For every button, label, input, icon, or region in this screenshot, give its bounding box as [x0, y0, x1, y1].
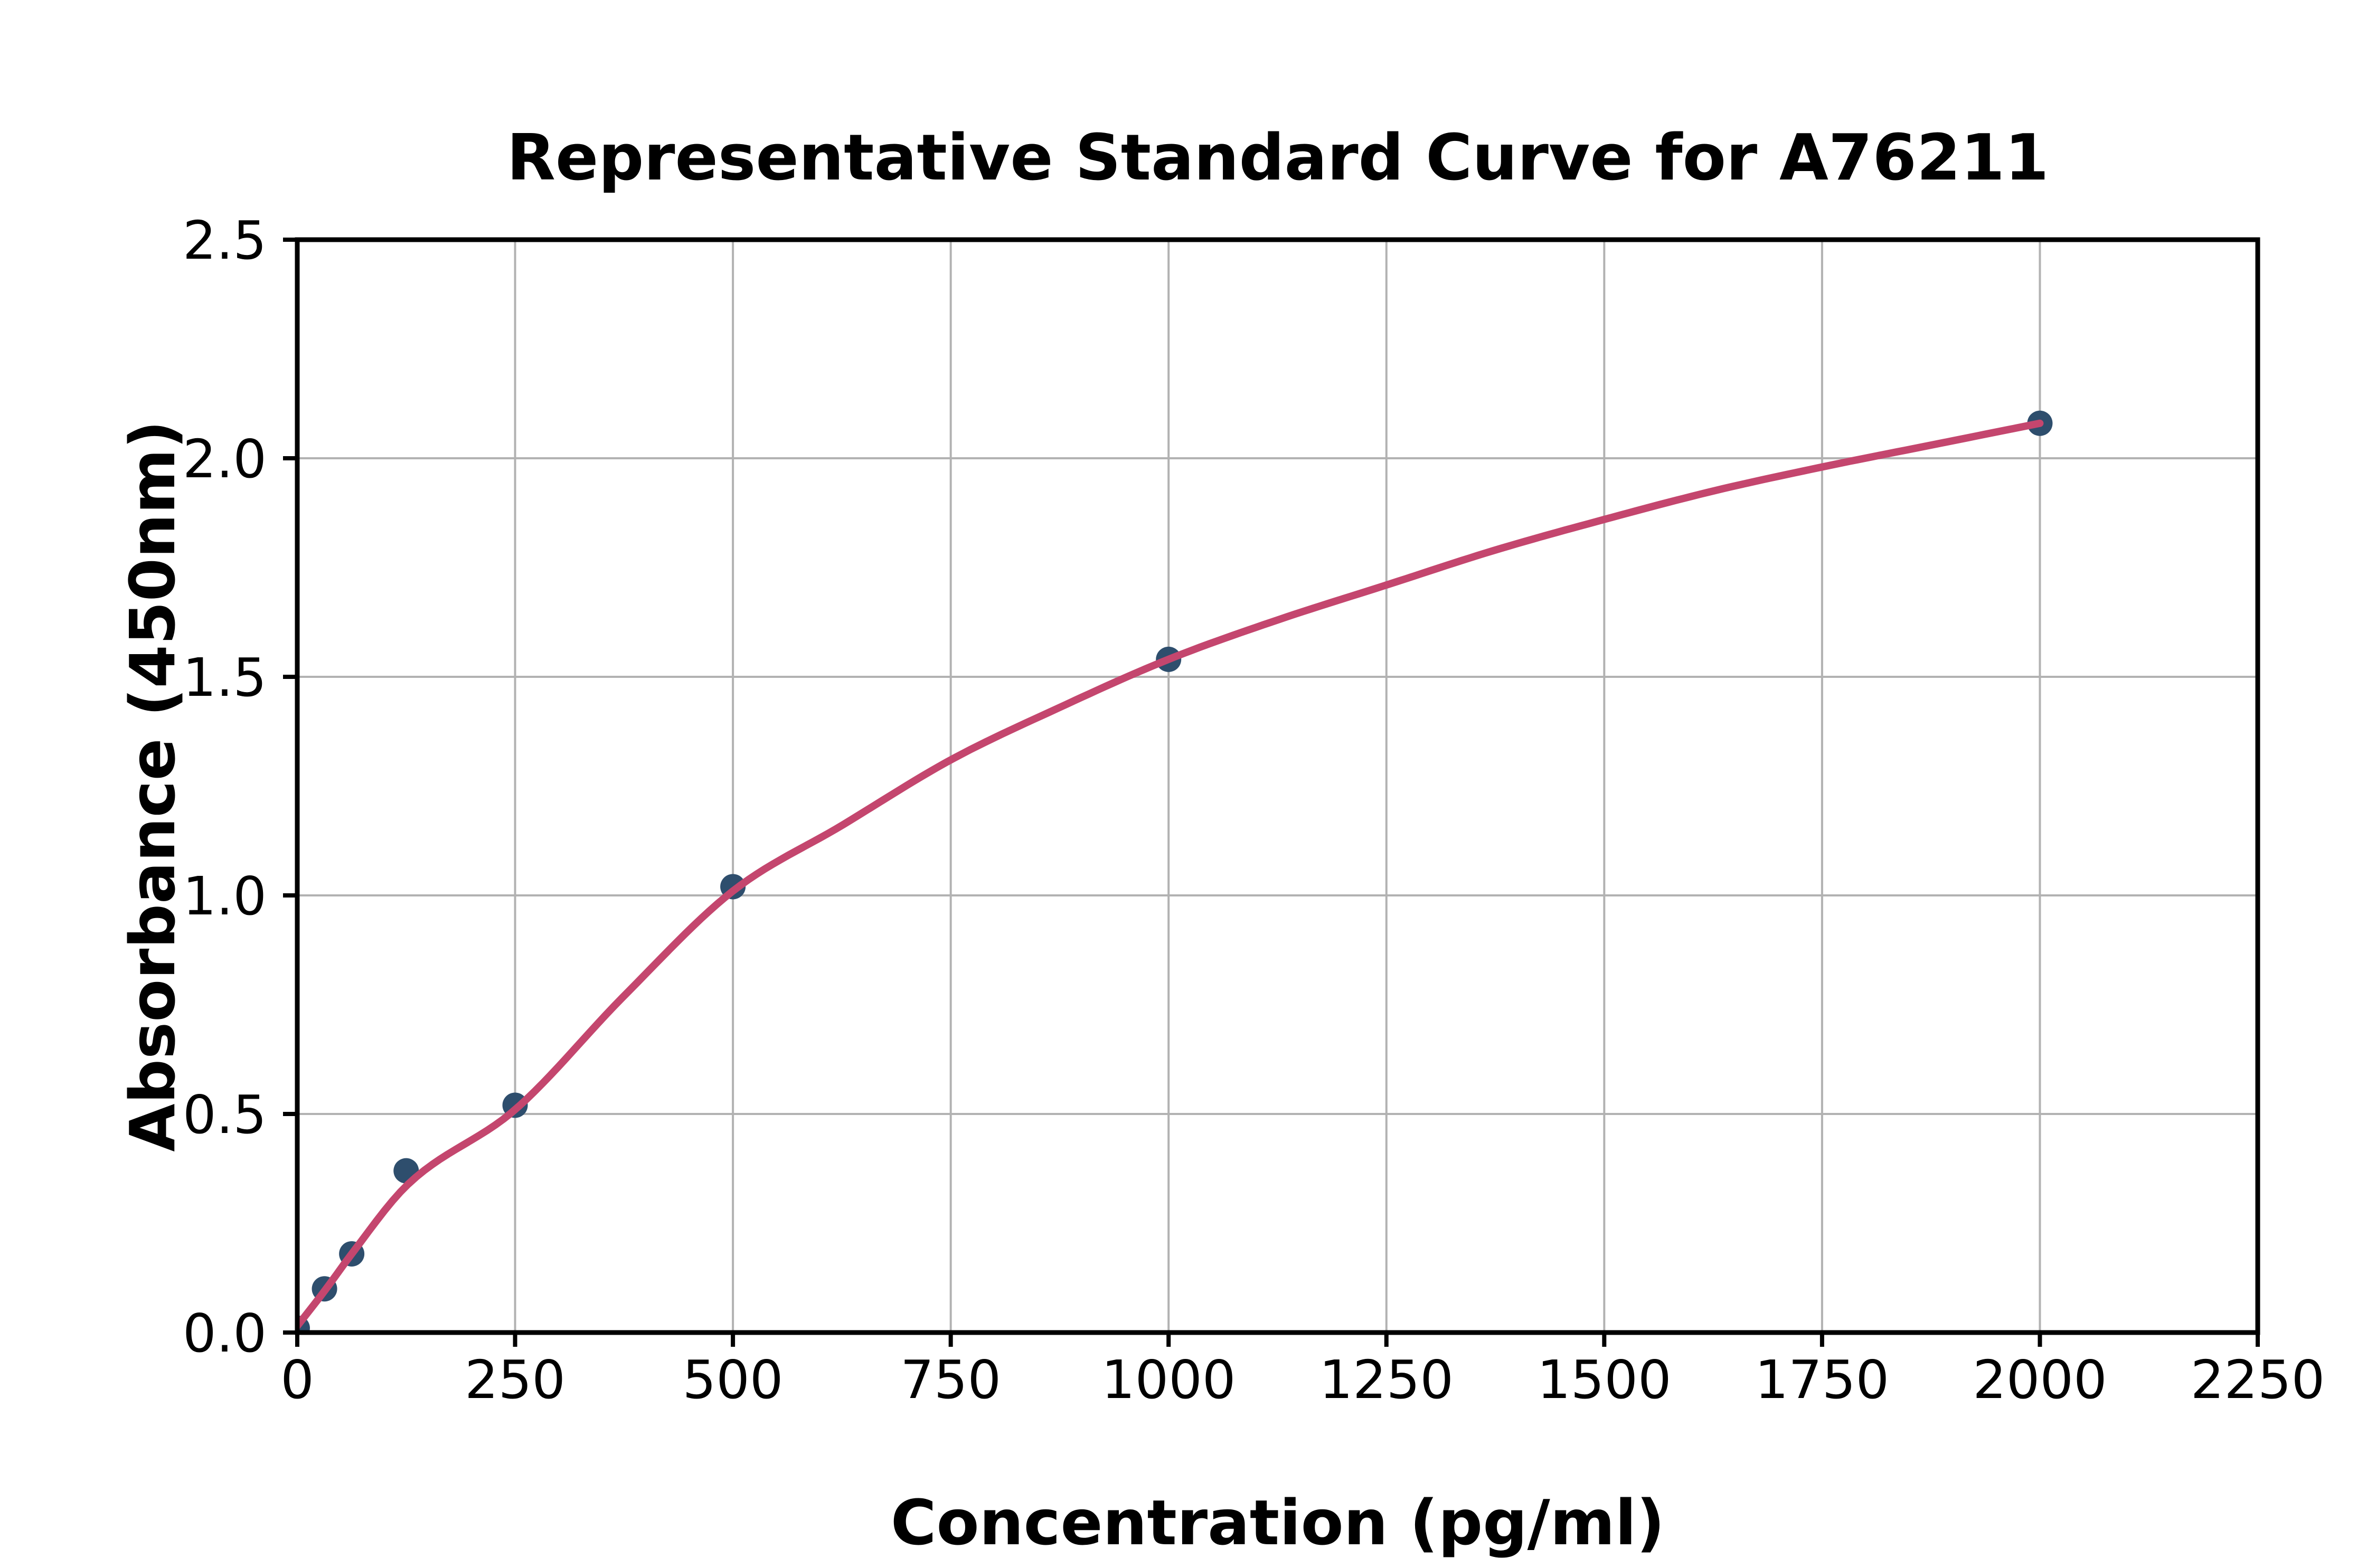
x-tick-label: 2000: [1973, 1349, 2107, 1411]
x-axis-label: Concentration (pg/ml): [891, 1486, 1665, 1559]
fitted-curve-line: [297, 419, 2044, 1330]
y-tick-label: 2.5: [183, 210, 267, 271]
plot-area: [297, 240, 2258, 1333]
y-tick-label: 0.0: [183, 1302, 267, 1364]
x-tick-label: 250: [465, 1349, 565, 1411]
plot-border: [295, 237, 2260, 1335]
fitted-curve-group: [297, 419, 2044, 1330]
chart-title: Representative Standard Curve for A76211: [507, 121, 2049, 195]
y-tick-label: 0.5: [183, 1084, 267, 1146]
x-tick-label: 1500: [1537, 1349, 1672, 1411]
x-tick-label: 1750: [1755, 1349, 1890, 1411]
x-tick-label: 750: [900, 1349, 1001, 1411]
x-tick-label: 2250: [2191, 1349, 2325, 1411]
y-tick-label: 2.0: [183, 428, 267, 490]
y-tick-label: 1.0: [183, 865, 267, 927]
tick-labels: 0 250 500 750 1000 1250 1500 1750 2000 2250 0.0 0.5…: [183, 210, 2325, 1411]
x-tick-label: 1000: [1101, 1349, 1236, 1411]
y-axis-label: Absorbance (450nm): [116, 420, 189, 1152]
y-tick-label: 1.5: [183, 647, 267, 709]
x-tick-label: 500: [683, 1349, 784, 1411]
x-tick-label: 0: [280, 1349, 314, 1411]
x-tick-label: 1250: [1319, 1349, 1454, 1411]
